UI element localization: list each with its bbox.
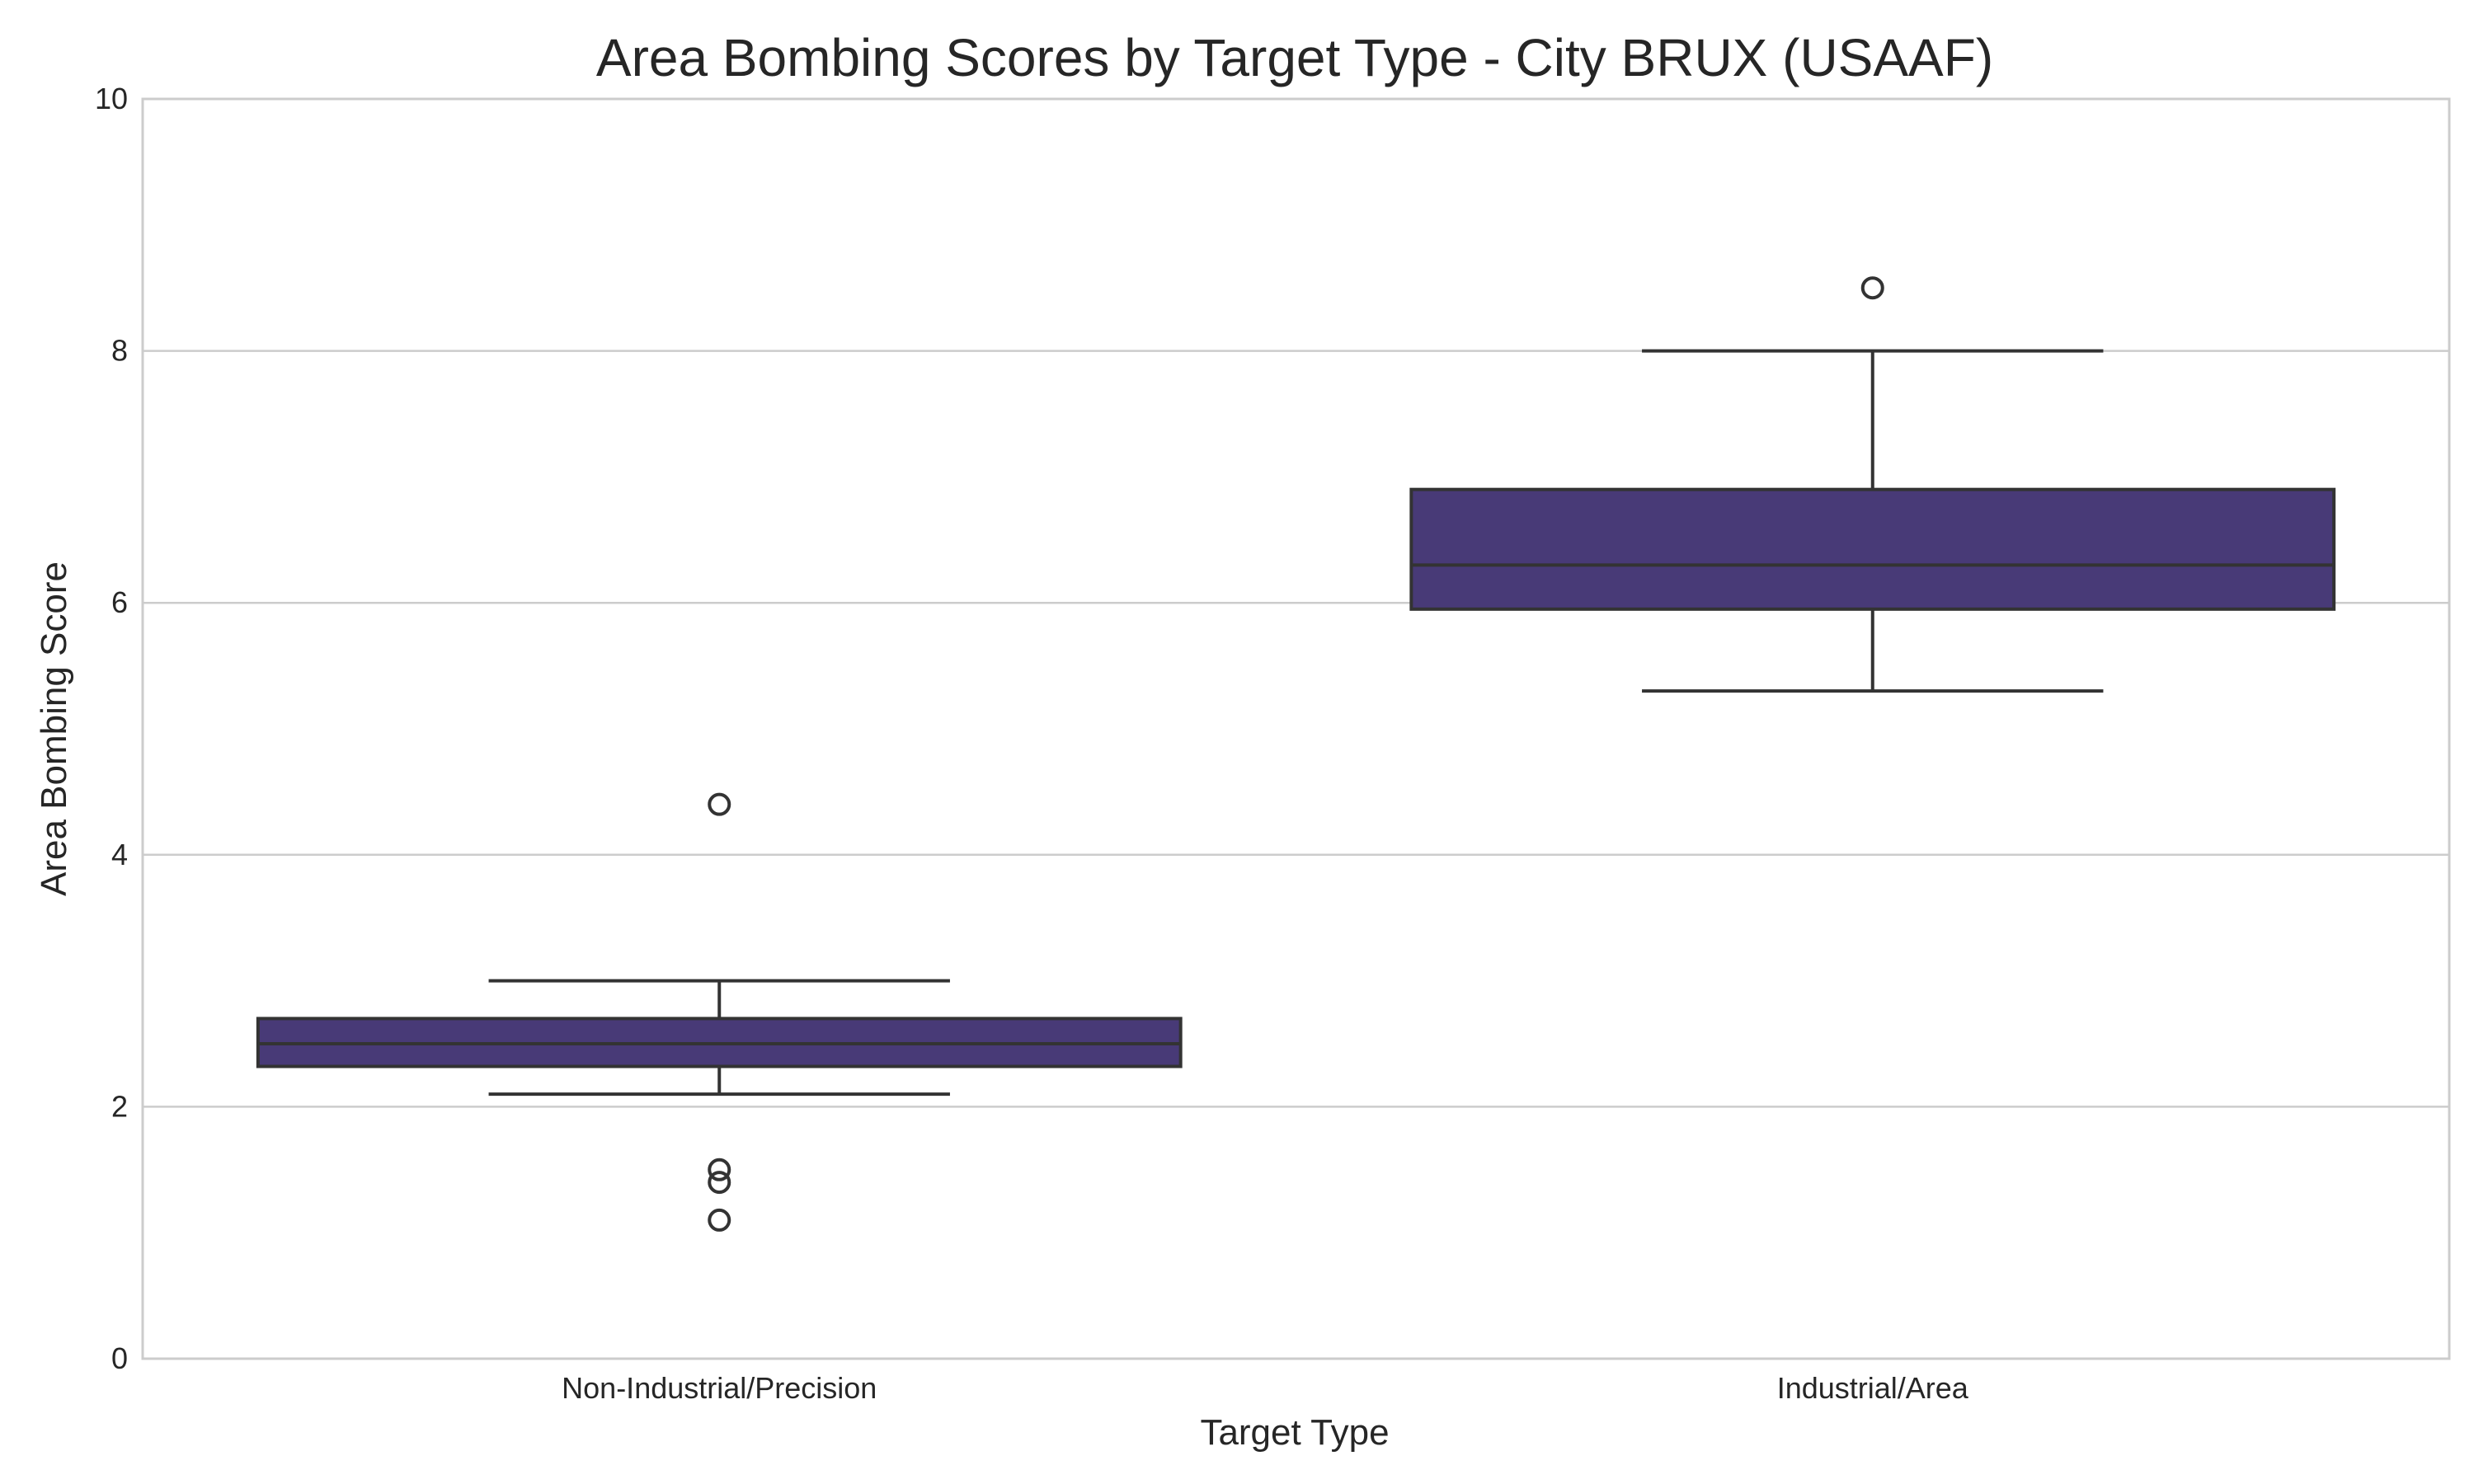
y-axis-label: Area Bombing Score [34,561,74,896]
y-tick-labels: 0 2 4 6 8 10 [95,82,128,1375]
outlier-point [708,792,731,816]
outlier-point [708,1158,731,1181]
box-group [256,792,1183,1232]
outlier-point [708,1208,731,1232]
y-tick-label: 8 [111,334,128,368]
x-tick-label: Non-Industrial/Precision [562,1371,877,1405]
outlier-point [1860,276,1884,300]
grid-lines [143,97,2449,1360]
box-layer [256,276,2336,1232]
x-tick-label: Industrial/Area [1777,1371,1969,1405]
iqr-box [1409,487,2336,611]
y-tick-label: 6 [111,585,128,619]
y-tick-label: 0 [111,1341,128,1375]
x-tick-labels: Non-Industrial/Precision Industrial/Area [562,1371,1969,1405]
box-group [1409,276,2336,693]
x-axis-label: Target Type [1200,1412,1389,1453]
y-tick-label: 4 [111,838,128,871]
plot-frame [141,97,2451,1360]
y-tick-label: 10 [95,82,128,115]
chart-title: Area Bombing Scores by Target Type - Cit… [596,28,1993,87]
y-tick-label: 2 [111,1089,128,1123]
outlier-point [708,1171,731,1195]
